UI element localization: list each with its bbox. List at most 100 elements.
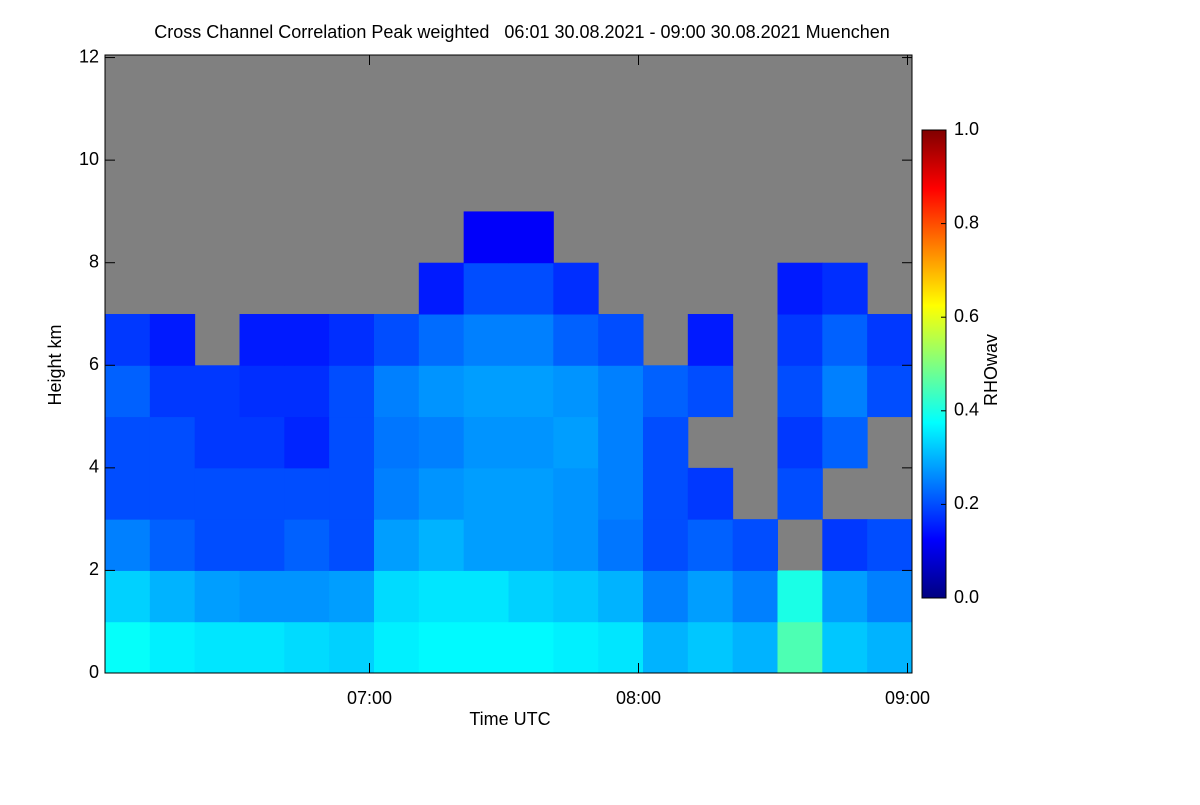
heatmap-cell (239, 621, 285, 674)
heatmap-cell (284, 313, 330, 366)
heatmap-cell (553, 467, 599, 520)
heatmap-cell (687, 519, 734, 571)
heatmap-cell (149, 416, 196, 469)
heatmap-cell (508, 570, 554, 623)
y-tick-label: 4 (89, 457, 99, 477)
heatmap-cell (508, 211, 554, 264)
heatmap-cell (867, 313, 913, 366)
heatmap-cell (687, 621, 734, 674)
heatmap-cell (777, 467, 823, 520)
heatmap-cell (239, 365, 285, 418)
heatmap-cell (777, 416, 823, 469)
heatmap-cell (374, 467, 420, 520)
heatmap-cell (777, 570, 823, 623)
heatmap-cell (284, 621, 330, 674)
heatmap-cell (508, 262, 554, 315)
heatmap-cell (508, 365, 554, 418)
heatmap-cell (643, 570, 689, 623)
heatmap-cell (329, 365, 375, 418)
heatmap-cell (732, 570, 778, 623)
colorbar (921, 129, 947, 599)
heatmap-cell (149, 365, 196, 418)
heatmap-cell (463, 416, 509, 469)
plot-area (105, 55, 913, 674)
heatmap-cell (239, 416, 285, 469)
heatmap-cell (508, 621, 554, 674)
heatmap-cell (329, 519, 375, 571)
y-tick-label: 10 (79, 149, 99, 169)
heatmap-cell (687, 365, 734, 418)
heatmap-cell (553, 416, 599, 469)
heatmap-cell (284, 519, 330, 571)
heatmap-cell (643, 416, 689, 469)
heatmap-cell (508, 313, 554, 366)
y-tick-label: 12 (79, 46, 99, 66)
heatmap-cell (687, 570, 734, 623)
heatmap-cell (418, 519, 465, 571)
heatmap-cell (374, 365, 420, 418)
heatmap-cell (598, 313, 644, 366)
heatmap-cell (777, 621, 823, 674)
heatmap-cell (149, 519, 196, 571)
heatmap-cell (105, 416, 151, 469)
heatmap-cell (329, 467, 375, 520)
heatmap-cell (463, 519, 509, 571)
heatmap-cell (508, 467, 554, 520)
heatmap-cell (463, 621, 509, 674)
x-tick-label: 07:00 (347, 688, 392, 708)
heatmap-cell (149, 621, 196, 674)
heatmap-cell (284, 570, 330, 623)
heatmap-cell (149, 570, 196, 623)
heatmap-cell (463, 570, 509, 623)
colorbar-tick-label: 0.4 (954, 400, 979, 420)
colorbar-tick-label: 1.0 (954, 119, 979, 139)
y-tick-label: 8 (89, 251, 99, 271)
colorbar-tick-label: 0.8 (954, 212, 979, 232)
heatmap-cell (374, 570, 420, 623)
heatmap-cell (822, 416, 868, 469)
heatmap-cell (374, 621, 420, 674)
heatmap-cell (374, 519, 420, 571)
heatmap-cell (194, 416, 240, 469)
heatmap-cell (105, 621, 151, 674)
heatmap-cell (822, 621, 868, 674)
heatmap-cell (822, 519, 868, 571)
heatmap-cell (508, 416, 554, 469)
heatmap-cell (374, 313, 420, 366)
heatmap-cell (194, 519, 240, 571)
heatmap-cell (508, 519, 554, 571)
heatmap-cell (329, 621, 375, 674)
heatmap-cell (105, 365, 151, 418)
heatmap-cell (732, 519, 778, 571)
heatmap-cell (239, 570, 285, 623)
heatmap-cell (553, 570, 599, 623)
colorbar-tick-label: 0.2 (954, 493, 979, 513)
heatmap-cell (822, 365, 868, 418)
x-axis-label: Time UTC (469, 709, 550, 729)
heatmap-cell (329, 313, 375, 366)
heatmap-cell (822, 570, 868, 623)
heatmap-cell (777, 262, 823, 315)
heatmap-cell (418, 416, 465, 469)
heatmap-cell (194, 570, 240, 623)
heatmap-cell (149, 467, 196, 520)
colorbar-label: RHOwav (981, 334, 1001, 406)
heatmap-cell (598, 416, 644, 469)
heatmap-cell (194, 365, 240, 418)
y-axis-label: Height km (45, 324, 65, 405)
heatmap-cell (463, 211, 509, 264)
heatmap-cell (867, 621, 913, 674)
heatmap-cell (418, 262, 465, 315)
heatmap-cell (374, 416, 420, 469)
heatmap-cell (463, 262, 509, 315)
heatmap-cell (777, 313, 823, 366)
x-tick-label: 09:00 (885, 688, 930, 708)
heatmap-cell (598, 519, 644, 571)
heatmap-cell (867, 365, 913, 418)
y-tick-label: 0 (89, 662, 99, 682)
heatmap-cell (239, 467, 285, 520)
heatmap-cell (194, 467, 240, 520)
heatmap-cell (643, 519, 689, 571)
heatmap-cell (643, 365, 689, 418)
heatmap-cell (643, 467, 689, 520)
